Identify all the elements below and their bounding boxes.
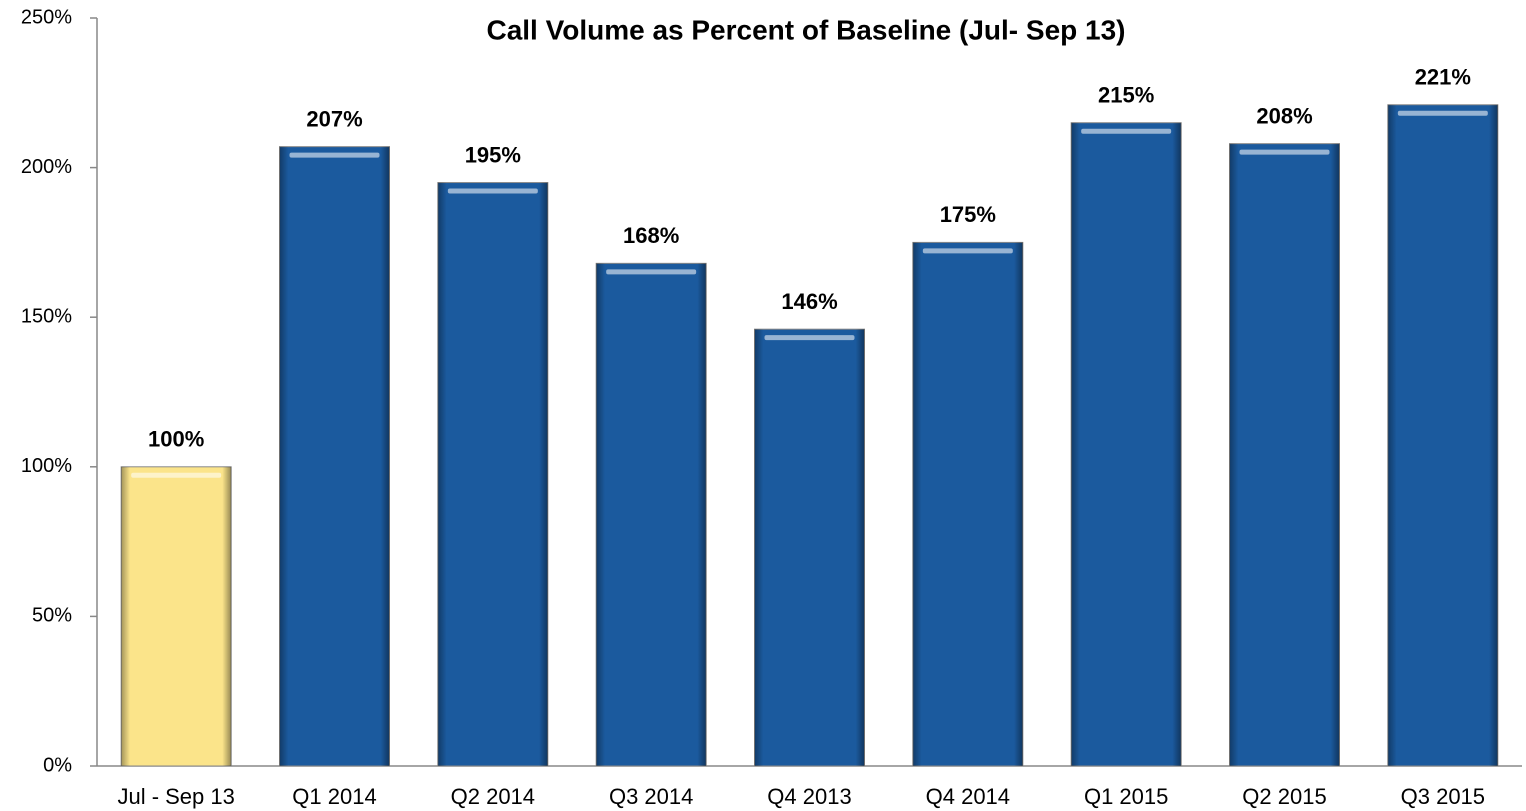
bar-shade [754, 329, 865, 766]
bar-shade [1071, 122, 1182, 767]
bar-highlight [764, 335, 855, 341]
y-tick-label: 150% [21, 305, 72, 327]
x-tick-label: Q1 2014 [292, 784, 376, 809]
value-label: 207% [306, 106, 362, 131]
bar-shade [1229, 143, 1340, 766]
value-label: 100% [148, 427, 204, 452]
bar-highlight [1239, 149, 1330, 155]
x-tick-label: Q1 2015 [1084, 784, 1168, 809]
bar-highlight [289, 152, 380, 158]
x-tick-label: Jul - Sep 13 [117, 784, 234, 809]
chart-title: Call Volume as Percent of Baseline (Jul-… [486, 14, 1125, 45]
bar-shade [121, 466, 232, 766]
x-tick-label: Q2 2014 [451, 784, 535, 809]
bar-shade [596, 263, 707, 766]
value-label: 208% [1256, 103, 1312, 128]
value-label: 168% [623, 223, 679, 248]
x-tick-label: Q2 2015 [1242, 784, 1326, 809]
y-tick-label: 200% [21, 156, 72, 178]
bar-shade [279, 146, 390, 766]
bar-shade [1387, 104, 1498, 766]
value-label: 221% [1415, 65, 1471, 90]
x-tick-label: Q3 2015 [1401, 784, 1485, 809]
bar-highlight [131, 472, 222, 478]
y-tick-label: 250% [21, 6, 72, 28]
x-tick-label: Q4 2013 [767, 784, 851, 809]
bar-highlight [606, 269, 697, 275]
value-label: 146% [781, 289, 837, 314]
bar-shade [437, 182, 548, 766]
y-tick-label: 50% [32, 605, 72, 627]
bar-shade [912, 242, 1023, 766]
x-tick-label: Q3 2014 [609, 784, 693, 809]
bar-highlight [447, 188, 538, 194]
value-label: 195% [465, 142, 521, 167]
y-tick-label: 100% [21, 455, 72, 477]
bar-highlight [1397, 110, 1488, 116]
x-tick-label: Q4 2014 [926, 784, 1010, 809]
bar-highlight [1081, 128, 1172, 134]
y-tick-label: 0% [43, 754, 72, 776]
value-label: 215% [1098, 83, 1154, 108]
value-label: 175% [940, 202, 996, 227]
bar-highlight [922, 248, 1013, 254]
